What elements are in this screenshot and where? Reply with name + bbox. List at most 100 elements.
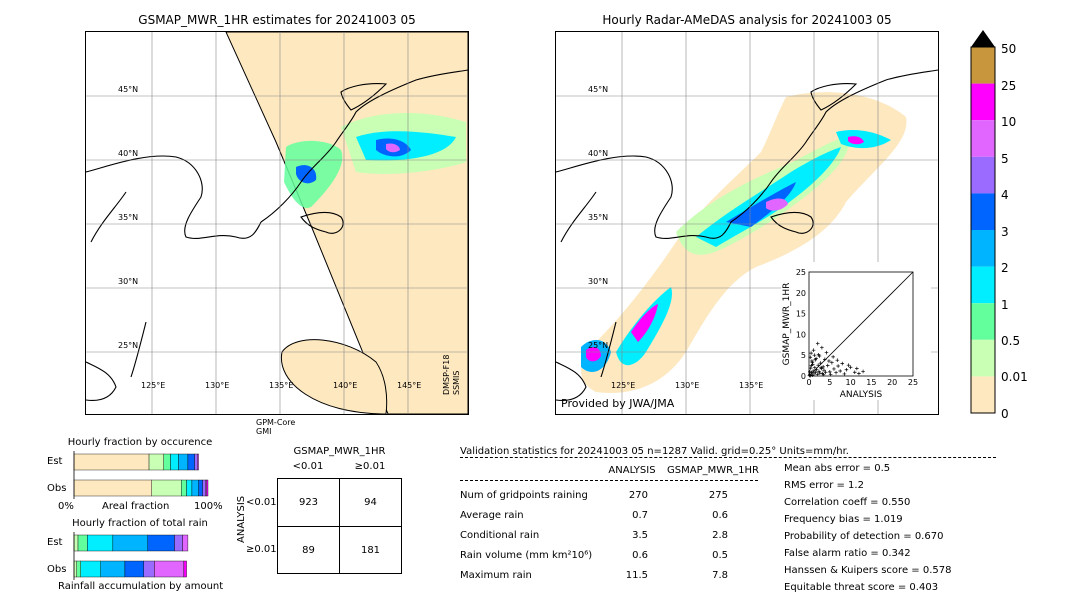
left-coastlines: [86, 69, 468, 401]
colorbar-border: [970, 46, 996, 414]
validation-row-label: Num of gridpoints raining: [460, 490, 588, 501]
left-map-title: GSMAP_MWR_1HR estimates for 20241003 05: [138, 13, 416, 27]
scatter-point: [828, 370, 832, 374]
scatter-point: [844, 367, 849, 372]
validation-row-label: Conditional rain: [460, 530, 540, 541]
validation-row-value: 7.8: [712, 570, 728, 581]
colorbar-segment: [971, 83, 995, 121]
occurrence-bar-segment: [198, 479, 203, 497]
left-lat-label: 40°N: [118, 149, 139, 158]
scatter-point: [834, 370, 838, 375]
occurrence-bar-segment: [178, 453, 189, 471]
occurrence-obs-label: Obs: [47, 483, 67, 494]
validation-score: False alarm ratio = 0.342: [784, 548, 911, 559]
colorbar-label: 0: [1001, 407, 1009, 421]
validation-score: Equitable threat score = 0.403: [784, 582, 939, 593]
right-lon-label: 130°E: [675, 381, 700, 390]
occurrence-bar-segment: [73, 453, 150, 471]
left-lat-label: 30°N: [118, 277, 139, 286]
colorbar: [970, 30, 996, 416]
scatter-point: [813, 365, 817, 370]
scatter-x-tick: 0: [806, 378, 811, 387]
validation-header-rule: [460, 457, 996, 458]
scatter-point: [813, 370, 818, 375]
scatter-point: [832, 367, 836, 371]
validation-row-value: 275: [708, 490, 728, 501]
colorbar-label: 3: [1001, 225, 1009, 239]
sat-label-dmsp: DMSP-F18: [442, 354, 451, 395]
left-lat-label: 25°N: [118, 341, 139, 350]
rain-fraction-title: Hourly fraction of total rain: [72, 518, 208, 529]
scatter-point: [815, 372, 820, 377]
scatter-x-tick: 5: [827, 378, 832, 387]
rain-fraction-bar-segment: [76, 560, 81, 578]
validation-row-value: 0.6: [632, 550, 648, 561]
left-lat-label: 45°N: [118, 85, 139, 94]
scatter-point: [816, 363, 820, 367]
validation-score: Frequency bias = 1.019: [784, 514, 903, 525]
scatter-point: [810, 360, 815, 365]
contingency-row-ge: ≥0.01: [246, 544, 277, 555]
validation-col-analysis: ANALYSIS: [608, 465, 656, 476]
left-map: 45°N 40°N 35°N 30°N 25°N 125°E 130°E 135…: [85, 31, 469, 415]
scatter-point: [827, 359, 831, 363]
occurrence-bar-segment: [186, 479, 193, 497]
rain-fraction-bar-segment: [143, 560, 155, 578]
validation-score: Correlation coeff = 0.550: [784, 497, 911, 508]
scatter-point: [823, 357, 827, 362]
left-lat-label: 35°N: [118, 213, 139, 222]
scatter-point: [818, 371, 822, 375]
validation-score: RMS error = 1.2: [784, 480, 864, 491]
validation-row-value: 270: [628, 490, 648, 501]
occurrence-bar-segment: [194, 453, 198, 471]
contingency-cell: 181: [360, 545, 381, 556]
occurrence-bar-segment: [163, 453, 171, 471]
scatter-point: [808, 370, 812, 374]
left-lon-label: 140°E: [333, 381, 358, 390]
right-lat-label: 30°N: [588, 277, 609, 286]
occurrence-x-tick: 100%: [194, 501, 223, 512]
colorbar-segment: [971, 339, 995, 377]
rain-fraction-bar-segment: [183, 560, 187, 578]
colorbar-extend-triangle: [971, 30, 995, 47]
colorbar-segment: [971, 266, 995, 304]
scatter-plot: 0 5 10 15 20 25 0 5 10 15 20 25 ANALYSIS GSMAP_MWR_1H…: [782, 268, 918, 400]
contingency-divider-h: [278, 526, 401, 527]
validation-row-label: Maximum rain: [460, 570, 532, 581]
occurrence-bar-segment: [191, 479, 199, 497]
scatter-x-tick: 10: [846, 378, 856, 387]
occurrence-bar-segment: [73, 479, 152, 497]
contingency-title: GSMAP_MWR_1HR: [293, 446, 386, 457]
scatter-y-tick: 10: [796, 330, 806, 339]
scatter-point: [840, 361, 845, 366]
right-map-canvas: [556, 32, 938, 414]
right-rain-max: [726, 182, 796, 227]
scatter-point: [842, 372, 847, 376]
scatter-point: [861, 369, 865, 374]
occurrence-est-label: Est: [47, 456, 63, 467]
colorbar-segment: [971, 193, 995, 230]
validation-row-value: 3.5: [632, 530, 648, 541]
scatter-point: [824, 350, 829, 355]
scatter-point: [821, 372, 826, 377]
validation-row-value: 0.7: [632, 510, 648, 521]
contingency-cell: 923: [298, 497, 319, 508]
scatter-point: [821, 365, 825, 369]
sat-label-gpm: GPM-Core: [256, 418, 296, 427]
scatter-point: [808, 355, 813, 360]
left-lon-label: 145°E: [397, 381, 422, 390]
scatter-point: [812, 353, 817, 357]
right-map-title: Hourly Radar-AMeDAS analysis for 2024100…: [602, 13, 892, 27]
colorbar-label: 0.01: [1001, 370, 1028, 384]
sat-label-gmi: GMI: [256, 427, 272, 436]
contingency-table: 923 94 89 181: [277, 478, 402, 574]
left-lon-label: 125°E: [141, 381, 166, 390]
right-lat-label: 35°N: [588, 213, 609, 222]
scatter-point: [807, 373, 812, 378]
validation-header: Validation statistics for 20241003 05 n=…: [460, 446, 849, 457]
right-rain-south-peak: [631, 304, 658, 342]
occurrence-bars: [73, 451, 209, 499]
scatter-point: [825, 363, 830, 368]
validation-col-gsmap: GSMAP_MWR_1HR: [667, 465, 759, 476]
rain-fraction-bar-segment: [147, 534, 175, 552]
